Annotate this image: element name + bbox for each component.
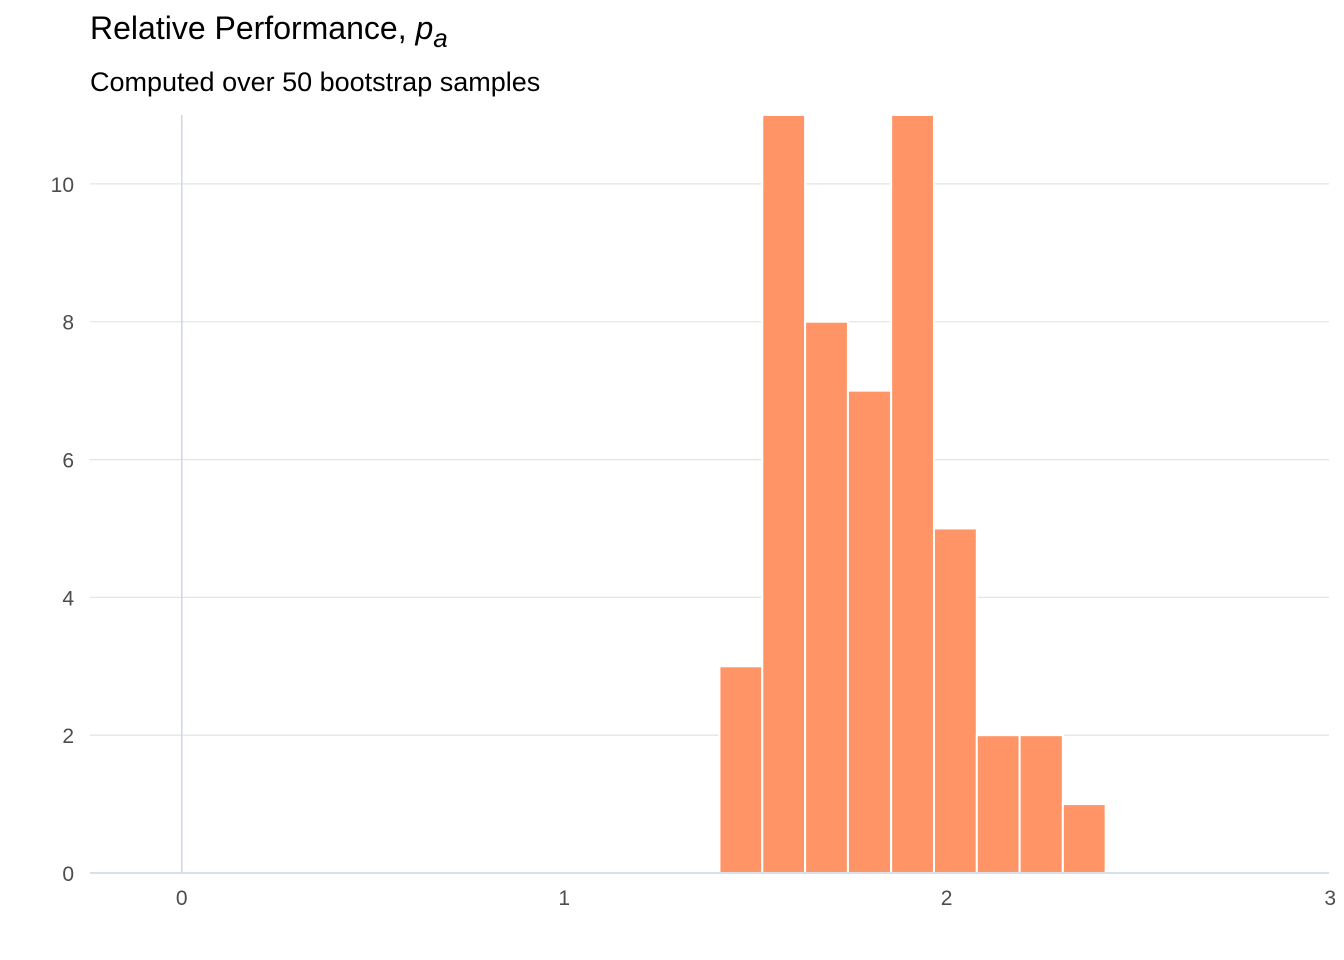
y-tick-label-6: 6 [62,450,74,473]
x-tick-label-2: 2 [941,887,953,910]
y-tick-label-0: 0 [62,863,74,886]
chart-subtitle: Computed over 50 bootstrap samples [90,67,541,97]
chart-title-text: Relative Performance, [90,10,416,46]
x-tick-label-1: 1 [558,887,570,910]
y-tick-label-8: 8 [62,312,74,335]
x-tick-label-0: 0 [176,887,188,910]
x-tick-label-3: 3 [1324,887,1336,910]
chart-title-variable: p [415,10,434,46]
y-tick-label-10: 10 [51,174,74,197]
histogram-bar-9 [1061,803,1107,874]
chart-title: Relative Performance, pa [90,10,448,54]
histogram-bar-7 [975,734,1021,874]
histogram-bar-8 [1018,734,1064,874]
histogram-bar-3 [804,320,849,874]
histogram-bar-1 [718,665,764,874]
histogram-bar-5 [890,114,935,874]
y-tick-label-2: 2 [62,725,74,748]
y-tick-label-4: 4 [62,587,74,610]
histogram-bar-2 [761,114,807,874]
histogram-bar-6 [932,527,978,874]
chart-title-subscript: a [433,23,448,53]
histogram-bar-4 [846,389,893,874]
